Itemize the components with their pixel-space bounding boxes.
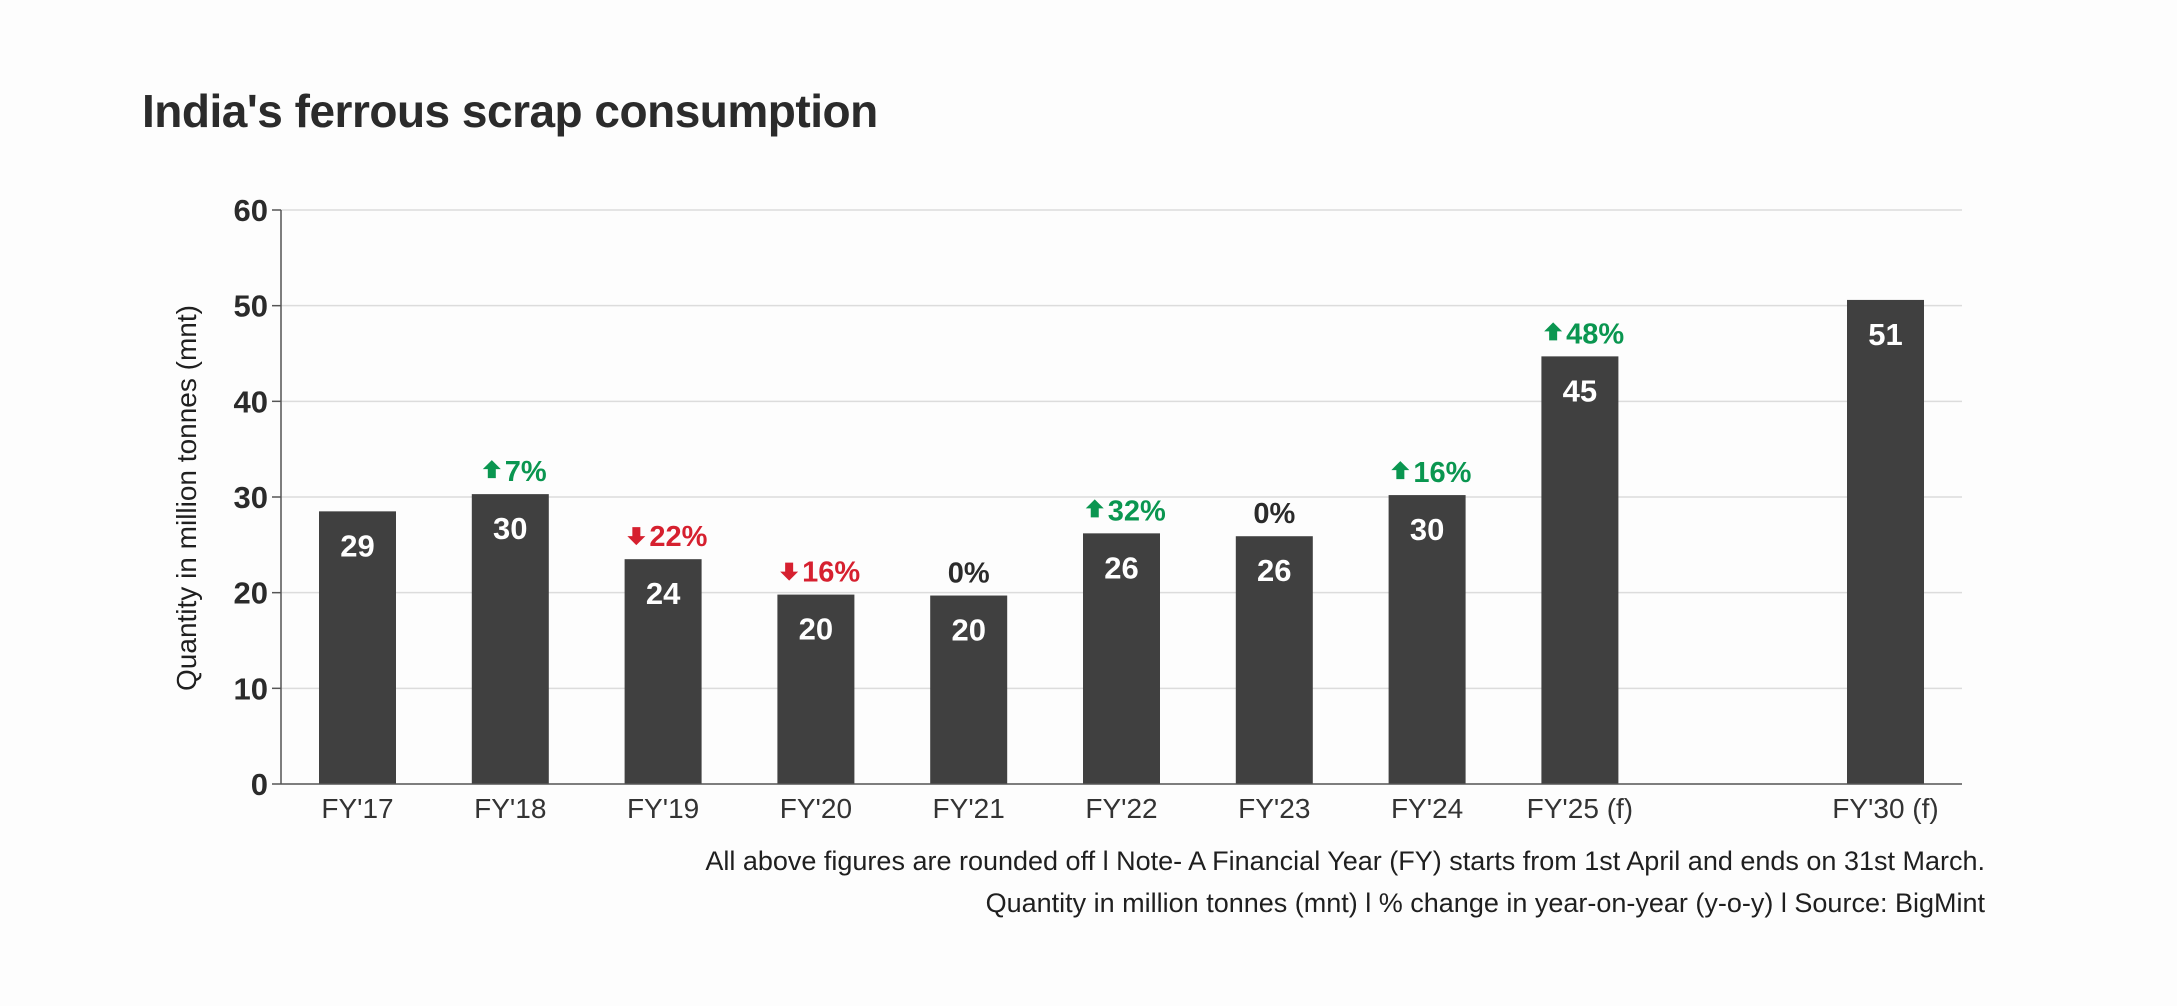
x-tick-label: FY'22 [1085,793,1157,824]
bar-FY'18 [471,494,549,784]
change-label: 0% [1253,498,1295,530]
change-label: 32% [1108,495,1166,527]
arrow-down-icon [780,562,799,581]
y-axis-title: Quantity in million tonnes (mnt) [171,305,202,691]
axes [272,209,1962,785]
bar-FY'21 [930,595,1008,784]
bar-FY'30 (f) [1847,299,1924,784]
x-tick-label: FY'23 [1238,793,1310,824]
bar-chart: 0 10 20 30 40 50 60 29 FY'17 30 FY'18 7% 24 FY'19 22% 2… [171,193,1962,824]
bar-FY'24 [1388,495,1466,784]
x-tick-label: FY'25 (f) [1527,793,1633,824]
change-label: 16% [1413,457,1471,489]
x-tick-label: FY'19 [627,793,699,824]
change-label: 48% [1566,318,1624,350]
bar-value-label: 29 [340,528,374,563]
bar-value-label: 20 [799,612,833,647]
x-tick-label: FY'30 (f) [1832,793,1938,824]
arrow-up-icon [482,460,501,479]
y-tick-label: 60 [234,193,268,228]
y-tick-label: 10 [234,671,268,706]
bar-value-label: 30 [493,511,527,546]
bar-FY'22 [1083,533,1160,784]
labels: 0 10 20 30 40 50 60 29 FY'17 30 FY'18 7% 24 FY'19 22% 2… [234,193,1939,824]
x-tick-label: FY'24 [1391,793,1463,824]
bar-value-label: 20 [951,613,985,648]
change-label: 22% [649,521,707,553]
arrow-up-icon [1391,461,1410,480]
change-label: 7% [505,456,547,488]
y-tick-label: 30 [234,480,268,515]
bar-value-label: 51 [1868,317,1902,352]
bar-value-label: 45 [1563,373,1597,408]
y-tick-label: 40 [234,384,268,419]
chart-title: India's ferrous scrap consumption [142,85,878,137]
x-tick-label: FY'20 [780,793,852,824]
y-tick-label: 50 [234,289,268,324]
bar-FY'17 [319,511,396,784]
footnote-rounding: All above figures are rounded off l Note… [705,846,1985,876]
y-tick-label: 20 [234,576,268,611]
bar-value-label: 24 [646,576,681,611]
bars [319,299,1924,784]
bar-FY'19 [624,559,702,784]
bar-FY'23 [1235,536,1313,784]
footnote-source: Quantity in million tonnes (mnt) l % cha… [985,888,1985,918]
bar-value-label: 26 [1257,553,1291,588]
bar-FY'25 (f) [1541,356,1619,784]
x-tick-label: FY'18 [474,793,546,824]
bar-value-label: 26 [1104,550,1138,585]
change-label: 16% [802,557,860,589]
bar-FY'20 [777,594,855,784]
x-tick-label: FY'21 [933,793,1005,824]
arrow-up-icon [1085,499,1104,518]
arrow-up-icon [1544,322,1563,341]
arrow-down-icon [627,527,646,546]
bar-value-label: 30 [1410,512,1444,547]
x-tick-label: FY'17 [321,793,393,824]
y-tick-label: 0 [251,767,268,802]
change-label: 0% [948,558,990,590]
